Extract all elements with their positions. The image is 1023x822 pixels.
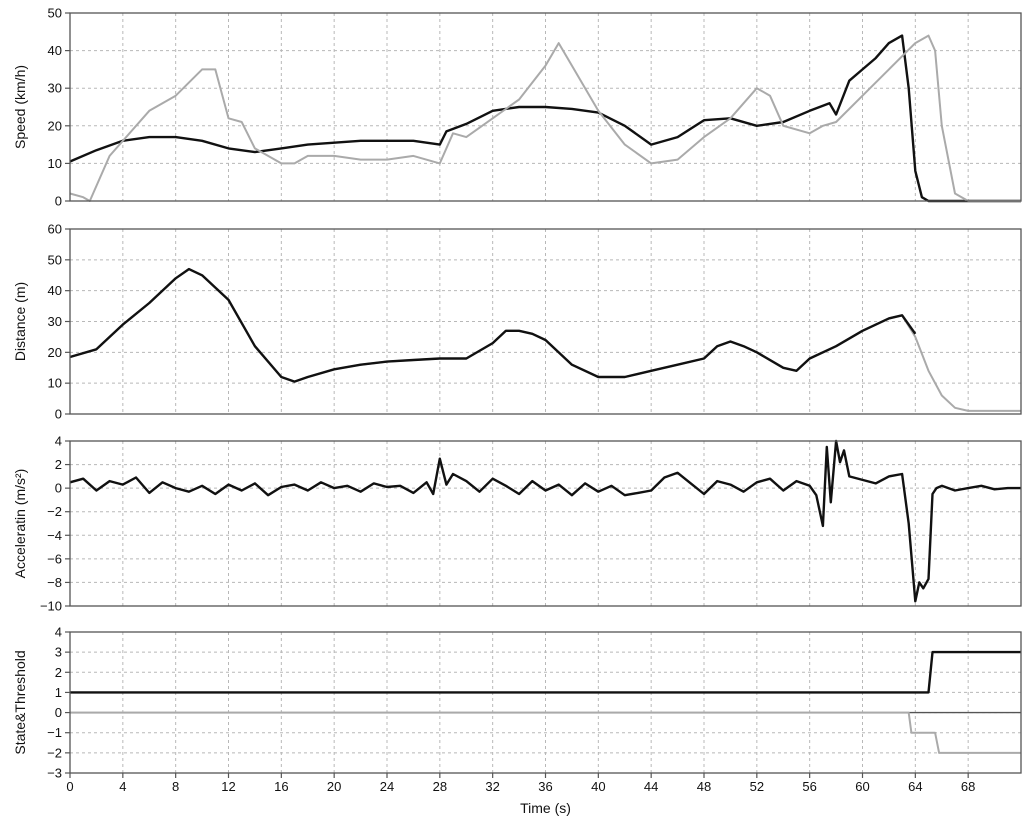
x-tick-label: 64 (908, 779, 922, 794)
acceleration-panel: −10 −8 −6 −4 −2 0 2 4 Acceleratin (m/s²) (12, 434, 1022, 614)
series-line-0 (70, 650, 1021, 694)
distance-panel: 0 10 20 30 40 50 60 Distance (m) (12, 222, 1022, 422)
y-tick-label: 20 (48, 345, 62, 360)
y-tick-label: −3 (47, 766, 62, 781)
x-tick-label: 24 (380, 779, 394, 794)
plot-frame (69, 631, 1022, 774)
x-tick-label: 52 (750, 779, 764, 794)
x-tick-label: 4 (119, 779, 126, 794)
y-tick-label: −1 (47, 725, 62, 740)
y-axis-label: Speed (km/h) (12, 65, 28, 149)
plot-frame (69, 440, 1022, 607)
y-tick-label: 40 (48, 283, 62, 298)
y-tick-label: 50 (48, 6, 62, 21)
x-tick-label: 8 (172, 779, 179, 794)
y-tick-label: 1 (55, 685, 62, 700)
y-tick-label: 0 (55, 481, 62, 496)
y-tick-label: 30 (48, 314, 62, 329)
x-tick-label: 0 (66, 779, 73, 794)
x-tick-label: 16 (274, 779, 288, 794)
x-tick-label: 60 (855, 779, 869, 794)
y-tick-label: 40 (48, 43, 62, 58)
y-tick-label: 10 (48, 376, 62, 391)
y-tick-label: 2 (55, 457, 62, 472)
series-line-1 (69, 34, 1021, 202)
y-tick-label: 3 (55, 645, 62, 660)
y-tick-label: −2 (47, 504, 62, 519)
x-tick-label: 32 (485, 779, 499, 794)
series-line-1 (69, 267, 917, 383)
series-line-0 (69, 34, 1021, 203)
x-tick-label: 40 (591, 779, 605, 794)
x-tick-label: 44 (644, 779, 658, 794)
x-tick-label: 36 (538, 779, 552, 794)
y-tick-label: −6 (47, 551, 62, 566)
y-tick-label: −4 (47, 528, 62, 543)
series-line-1 (70, 711, 1021, 754)
x-tick-label: 68 (961, 779, 975, 794)
x-tick-label: 12 (221, 779, 235, 794)
x-tick-label: 56 (802, 779, 816, 794)
x-axis-label: Time (s) (520, 800, 571, 816)
y-axis-label: Acceleratin (m/s²) (12, 469, 28, 579)
y-tick-label: 4 (55, 625, 62, 640)
y-tick-label: −2 (47, 745, 62, 760)
y-tick-label: 30 (48, 81, 62, 96)
y-tick-label: 50 (48, 252, 62, 267)
y-tick-label: 0 (55, 407, 62, 422)
y-axis-label: Distance (m) (12, 282, 28, 361)
y-tick-label: 10 (48, 156, 62, 171)
y-tick-label: 20 (48, 118, 62, 133)
x-tick-label: 28 (433, 779, 447, 794)
y-tick-label: 2 (55, 665, 62, 680)
speed-panel: 0 10 20 30 40 50 Speed (km/h) (12, 6, 1022, 209)
y-tick-label: 60 (48, 222, 62, 237)
y-axis-label: State&Threshold (12, 650, 28, 754)
y-tick-label: 4 (55, 434, 62, 449)
plot-frame (69, 12, 1022, 202)
y-tick-label: −10 (40, 599, 62, 614)
y-tick-label: 0 (55, 194, 62, 209)
x-tick-label: 48 (697, 779, 711, 794)
series-line-0 (69, 439, 1021, 603)
y-tick-label: −8 (47, 575, 62, 590)
x-tick-label: 20 (327, 779, 341, 794)
y-tick-label: 0 (55, 705, 62, 720)
